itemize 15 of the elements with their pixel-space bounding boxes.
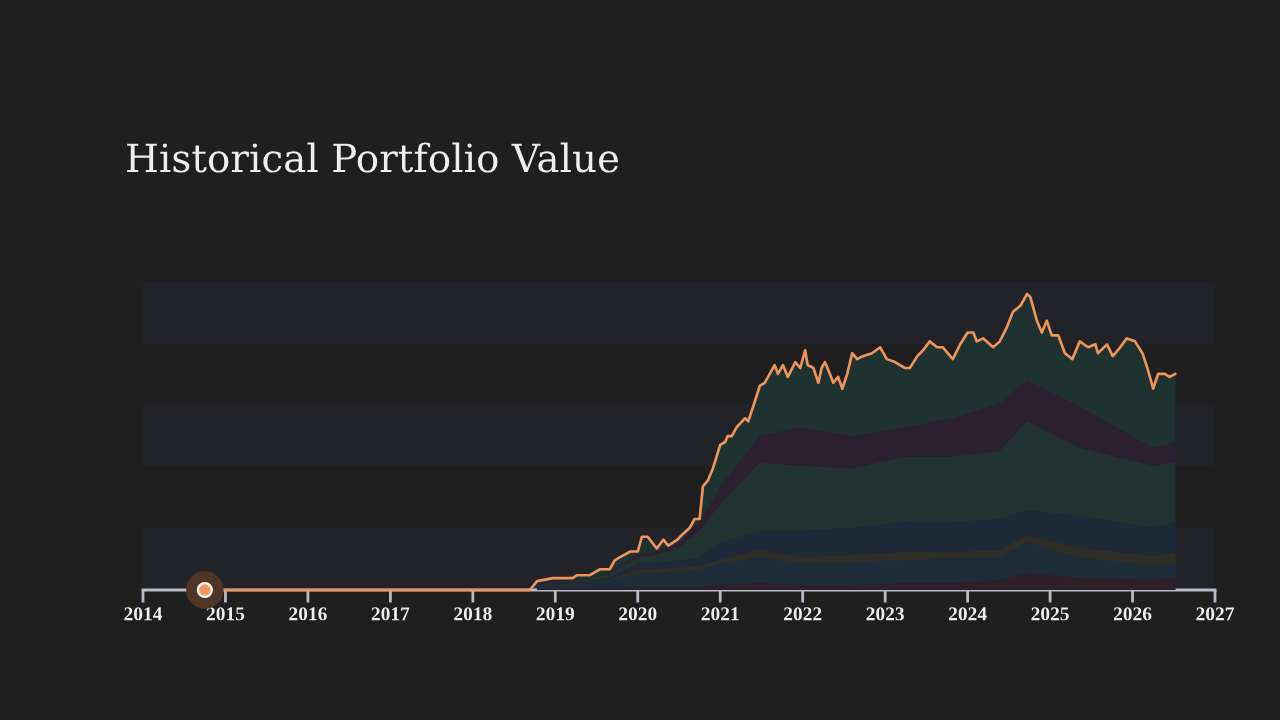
x-tick-label: 2015: [206, 607, 245, 621]
x-tick-label: 2019: [536, 607, 575, 621]
x-tick-label: 2016: [289, 607, 327, 621]
x-tick-label: 2027: [1196, 607, 1234, 621]
x-tick-label: 2022: [784, 607, 822, 621]
x-tick-label: 2018: [454, 607, 492, 621]
chart-title: Historical Portfolio Value: [127, 142, 619, 173]
x-tick-label: 2024: [948, 607, 987, 621]
x-tick-label: 2017: [371, 607, 410, 621]
x-tick-label: 2026: [1113, 607, 1152, 621]
x-tick-label: 2021: [701, 607, 739, 621]
x-tick-label: 2023: [866, 607, 904, 621]
x-tick-label: 2014: [124, 607, 163, 621]
x-tick-label: 2020: [619, 607, 657, 621]
x-tick-label: 2025: [1031, 607, 1069, 621]
